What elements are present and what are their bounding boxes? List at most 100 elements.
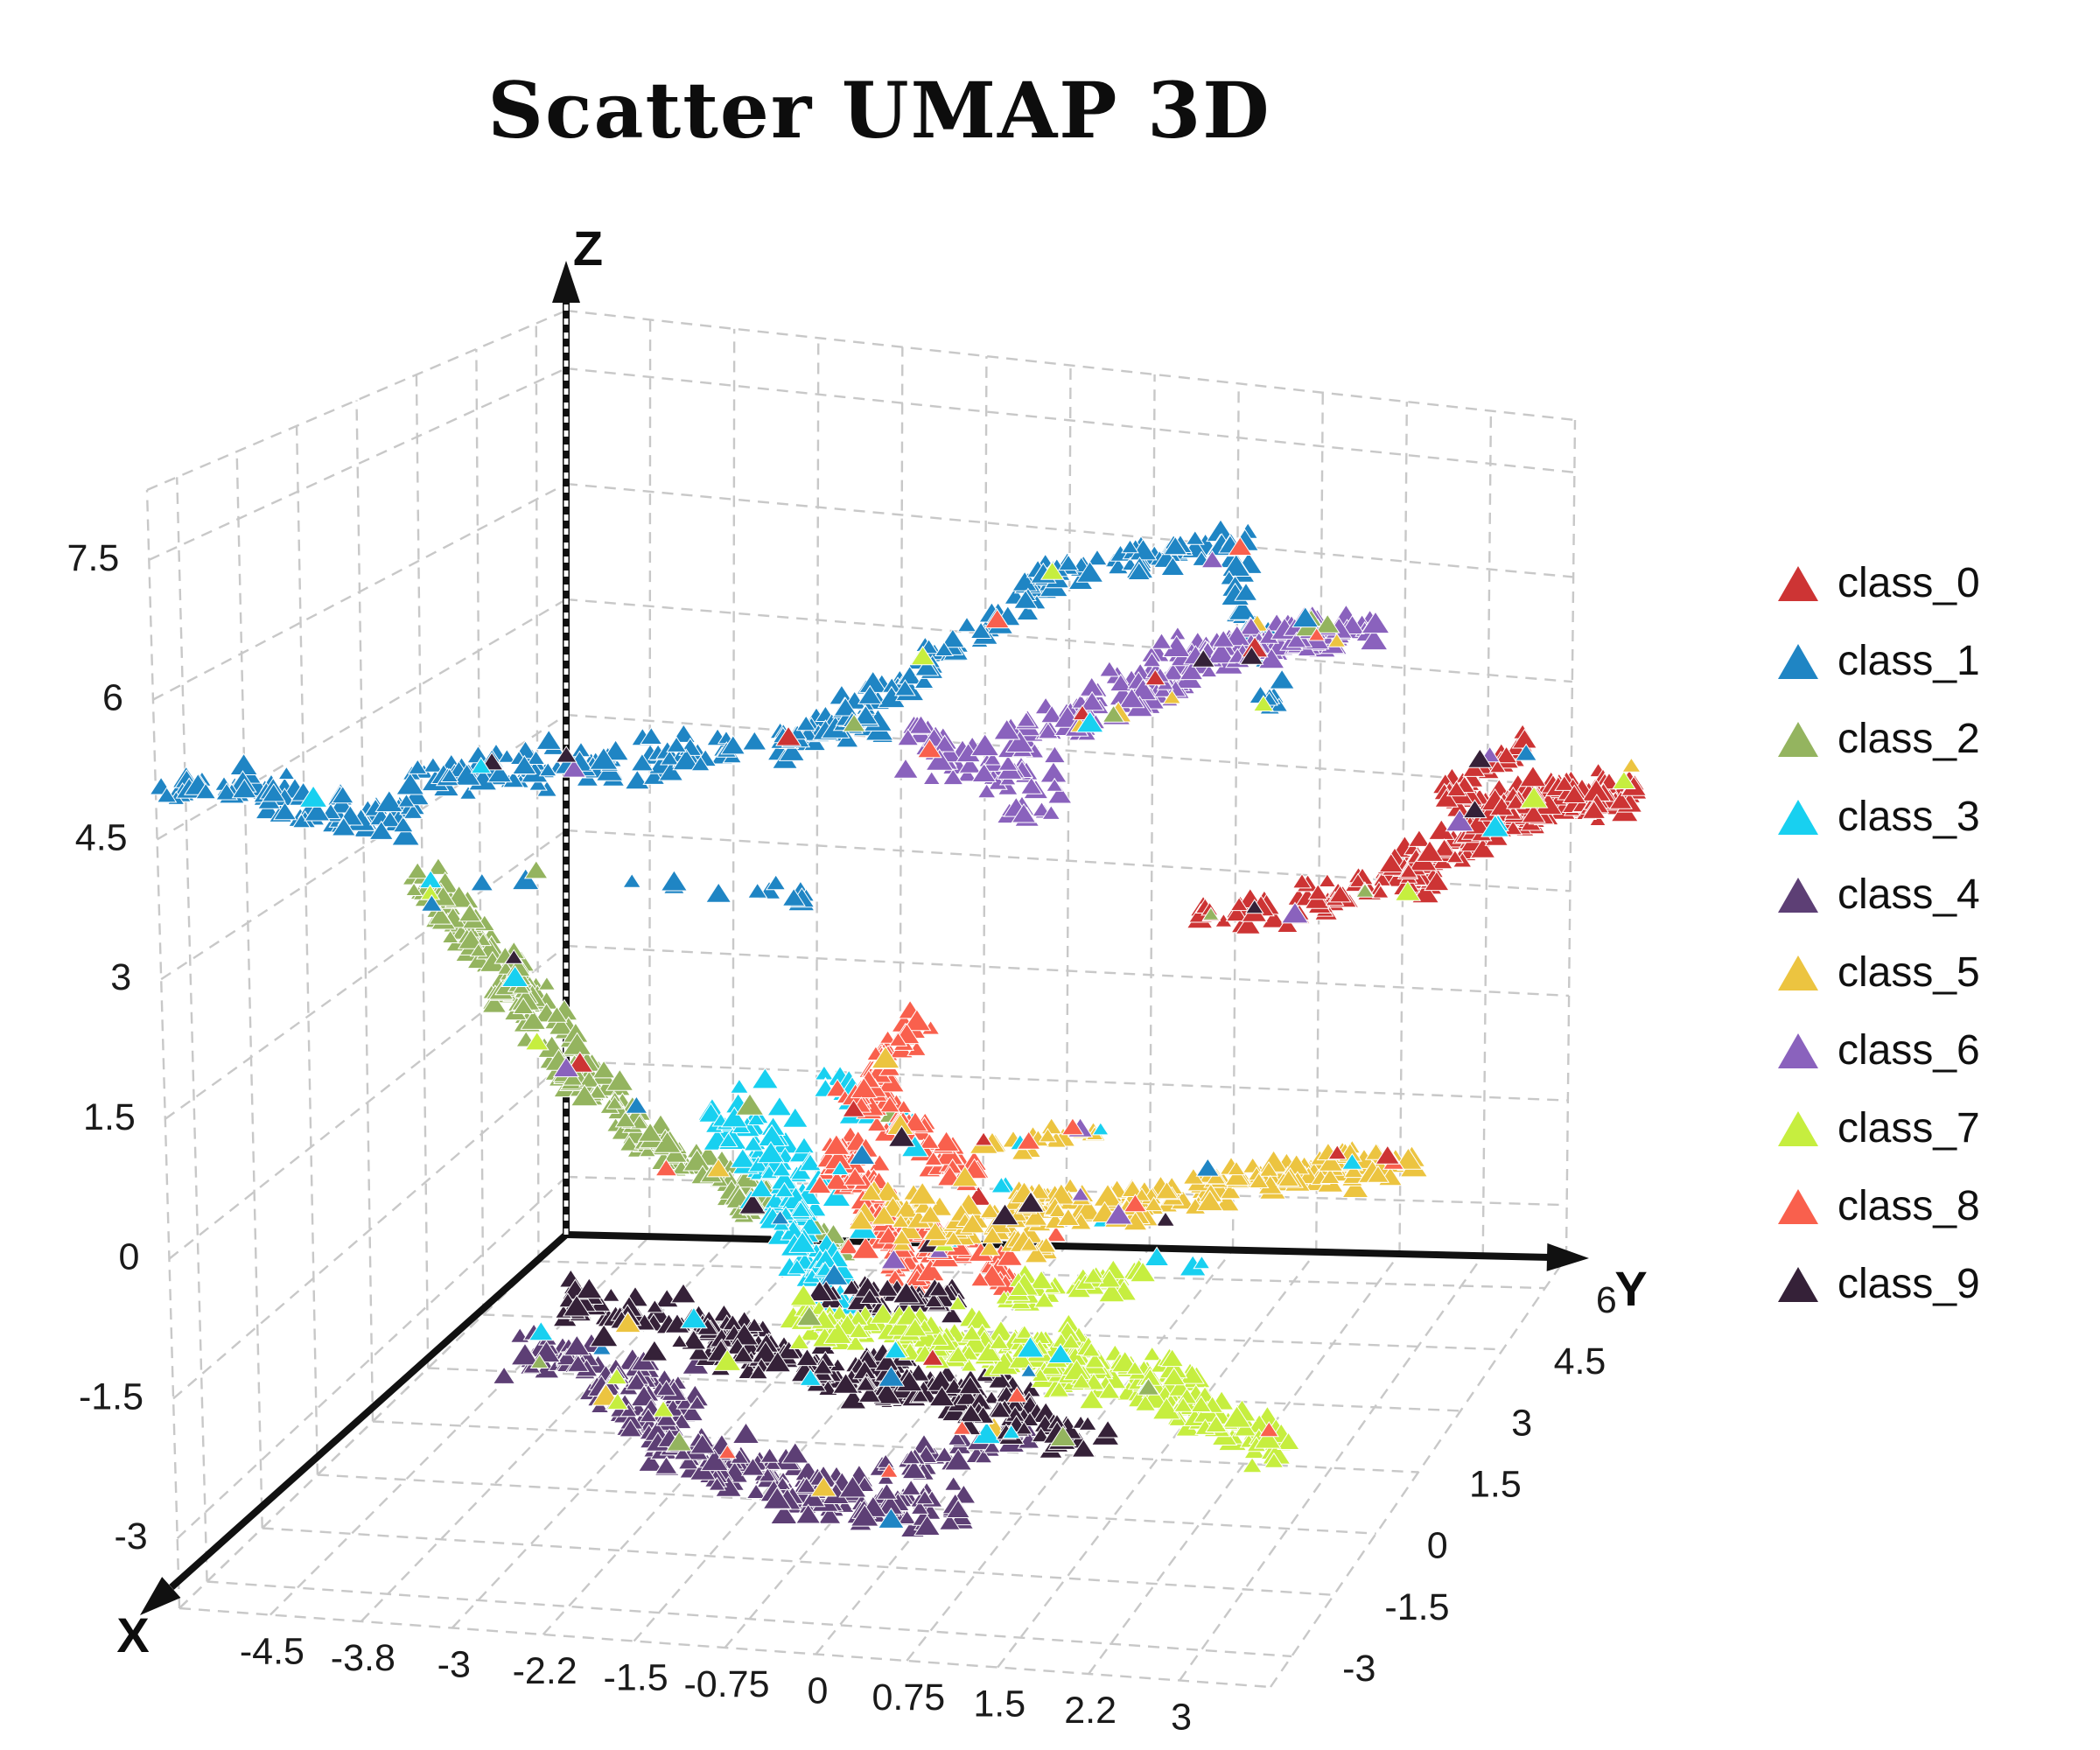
data-point[interactable] <box>1024 1243 1049 1264</box>
data-point[interactable] <box>1505 793 1526 809</box>
data-point[interactable] <box>850 1503 879 1527</box>
data-point[interactable] <box>654 1158 678 1177</box>
data-point[interactable] <box>304 800 331 822</box>
data-point[interactable] <box>640 1340 668 1362</box>
data-point[interactable] <box>745 1317 764 1333</box>
data-point[interactable] <box>795 1305 822 1326</box>
data-point[interactable] <box>646 1298 664 1313</box>
data-point[interactable] <box>1480 814 1510 837</box>
data-point[interactable] <box>1212 629 1236 648</box>
data-point[interactable] <box>718 1444 738 1460</box>
data-point[interactable] <box>878 1096 901 1113</box>
data-point[interactable] <box>741 731 767 751</box>
data-point[interactable] <box>500 965 529 987</box>
data-point[interactable] <box>492 1366 516 1384</box>
data-point[interactable] <box>687 1342 710 1361</box>
data-point[interactable] <box>1129 1261 1157 1283</box>
data-point[interactable] <box>808 1174 832 1194</box>
data-point[interactable] <box>984 751 1002 766</box>
data-point[interactable] <box>511 867 540 891</box>
data-point[interactable] <box>880 1249 907 1270</box>
data-point[interactable] <box>1031 1426 1052 1443</box>
data-point[interactable] <box>1258 1161 1279 1177</box>
data-point[interactable] <box>720 734 746 755</box>
data-point[interactable] <box>1031 1367 1050 1382</box>
data-point[interactable] <box>1318 1152 1344 1172</box>
data-point[interactable] <box>958 755 982 774</box>
data-point[interactable] <box>943 1475 963 1491</box>
data-point[interactable] <box>947 1430 967 1446</box>
data-point[interactable] <box>1190 1395 1213 1412</box>
data-point[interactable] <box>1016 1130 1041 1150</box>
data-point[interactable] <box>794 1503 822 1524</box>
data-point[interactable] <box>1242 1157 1264 1173</box>
data-point[interactable] <box>819 1263 849 1285</box>
data-point[interactable] <box>640 726 663 745</box>
data-point[interactable] <box>747 1155 769 1172</box>
data-point[interactable] <box>562 1069 584 1086</box>
data-point[interactable] <box>420 893 444 912</box>
data-point[interactable] <box>1227 1160 1246 1176</box>
data-point[interactable] <box>914 656 940 676</box>
data-point[interactable] <box>1341 1176 1369 1198</box>
data-point[interactable] <box>940 628 966 648</box>
data-point[interactable] <box>1225 904 1249 922</box>
data-point[interactable] <box>1446 849 1464 864</box>
data-point[interactable] <box>749 1178 774 1198</box>
data-point[interactable] <box>629 1114 649 1130</box>
data-point[interactable] <box>619 1418 643 1438</box>
data-point[interactable] <box>156 787 178 803</box>
data-point[interactable] <box>809 1475 837 1497</box>
data-point[interactable] <box>1160 556 1186 576</box>
data-point[interactable] <box>331 816 357 836</box>
data-point[interactable] <box>893 679 916 696</box>
legend-item-class_7[interactable]: class_7 <box>1778 1089 1980 1167</box>
data-point[interactable] <box>1297 1166 1320 1185</box>
data-point[interactable] <box>901 1448 921 1465</box>
data-point[interactable] <box>1235 914 1262 934</box>
data-point[interactable] <box>556 1348 578 1366</box>
data-point[interactable] <box>423 756 444 773</box>
data-point[interactable] <box>822 1321 853 1344</box>
data-point[interactable] <box>625 1096 648 1114</box>
data-point[interactable] <box>555 746 578 763</box>
data-point[interactable] <box>666 736 688 752</box>
data-point[interactable] <box>655 1379 677 1396</box>
data-point[interactable] <box>788 1231 817 1253</box>
data-point[interactable] <box>328 793 354 814</box>
data-point[interactable] <box>1466 748 1493 768</box>
data-point[interactable] <box>922 770 942 785</box>
data-point[interactable] <box>676 1395 695 1410</box>
data-point[interactable] <box>850 1076 878 1099</box>
data-point[interactable] <box>891 1213 910 1228</box>
data-point[interactable] <box>877 1226 900 1244</box>
data-point[interactable] <box>814 1065 835 1081</box>
data-point[interactable] <box>1155 1180 1179 1200</box>
data-point[interactable] <box>1035 1236 1057 1253</box>
data-point[interactable] <box>801 1488 826 1508</box>
legend-item-class_1[interactable]: class_1 <box>1778 622 1980 700</box>
data-point[interactable] <box>868 1153 892 1172</box>
data-point[interactable] <box>428 906 453 925</box>
data-point[interactable] <box>1097 1280 1126 1303</box>
data-point[interactable] <box>1104 1202 1133 1225</box>
data-point[interactable] <box>575 1277 604 1299</box>
data-point[interactable] <box>619 1135 640 1152</box>
data-point[interactable] <box>458 785 478 800</box>
data-point[interactable] <box>1222 1405 1252 1428</box>
data-point[interactable] <box>781 887 806 906</box>
data-point[interactable] <box>1056 1208 1081 1226</box>
data-point[interactable] <box>497 748 516 763</box>
data-point[interactable] <box>566 1051 594 1073</box>
data-point[interactable] <box>1446 780 1467 797</box>
data-point[interactable] <box>578 1070 600 1088</box>
data-point[interactable] <box>1581 800 1606 819</box>
data-point[interactable] <box>524 1031 550 1051</box>
data-point[interactable] <box>983 1438 1002 1453</box>
data-point[interactable] <box>874 1180 902 1201</box>
data-point[interactable] <box>1162 1367 1186 1386</box>
data-point[interactable] <box>255 799 281 820</box>
data-point[interactable] <box>1127 561 1152 580</box>
data-point[interactable] <box>1469 837 1496 858</box>
data-point[interactable] <box>592 1340 612 1355</box>
